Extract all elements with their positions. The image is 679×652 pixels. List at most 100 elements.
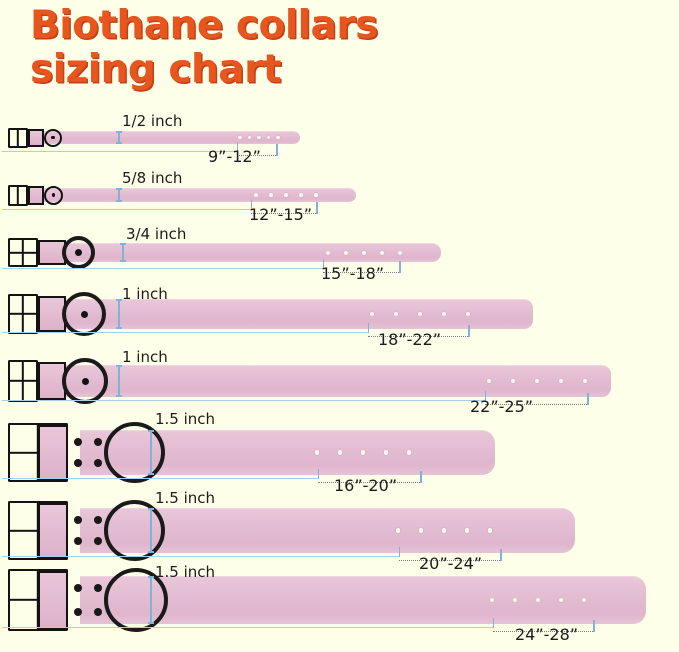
adjustment-hole (558, 378, 564, 384)
adjustment-hole (369, 311, 375, 317)
range-dotted-segment (237, 155, 276, 156)
buckle-rivet (74, 437, 82, 446)
buckle-rivet (94, 584, 102, 593)
collar-strap (80, 576, 646, 624)
range-label: 16”-20” (334, 476, 398, 495)
buckle-frame-crossbar (16, 186, 20, 204)
width-indicator-tick (148, 508, 154, 553)
range-label: 9”-12” (208, 147, 261, 166)
d-ring-center-dot (81, 377, 89, 385)
adjustment-hole (269, 193, 273, 197)
range-tick-right (468, 325, 470, 337)
adjustment-hole (489, 597, 495, 603)
adjustment-hole (360, 450, 366, 455)
width-label: 3/4 inch (126, 225, 187, 243)
buckle-frame-crossbar (16, 129, 20, 146)
range-label: 22”-25” (470, 397, 534, 416)
buckle-tongue (38, 571, 68, 629)
range-tick-right (399, 261, 401, 273)
buckle-rivet (94, 537, 102, 546)
page-title-line-1: Biothane collars (30, 3, 378, 48)
adjustment-hole (238, 135, 242, 140)
collar-strap (66, 365, 611, 397)
collar-strap (52, 243, 441, 262)
adjustment-hole (558, 597, 564, 603)
baseline-end-riser (368, 323, 369, 333)
range-dotted-segment (399, 560, 500, 561)
width-indicator-tick (120, 243, 126, 262)
collar-baseline (2, 209, 251, 210)
collar-baseline (2, 400, 485, 401)
adjustment-hole (344, 250, 348, 255)
baseline-end-riser (399, 547, 400, 557)
adjustment-hole (257, 135, 261, 140)
buckle-frame (8, 184, 28, 206)
collar-baseline (2, 268, 323, 269)
width-indicator-tick (116, 365, 122, 397)
d-ring (44, 185, 63, 205)
adjustment-hole (512, 597, 518, 603)
adjustment-hole (362, 250, 366, 255)
baseline-end-riser (318, 469, 319, 479)
range-tick-right (316, 202, 318, 214)
collar-strap (44, 131, 300, 144)
d-ring (62, 358, 108, 404)
width-label: 1.5 inch (155, 410, 216, 428)
range-label: 12”-15” (249, 205, 313, 224)
range-label: 20”-24” (419, 554, 483, 573)
range-label: 15”-18” (321, 264, 385, 283)
buckle-tongue (38, 296, 66, 332)
width-label: 1.5 inch (155, 489, 216, 507)
baseline-end-riser (493, 618, 494, 628)
range-tick-right (420, 471, 422, 483)
buckle-frame-crossbar (10, 251, 36, 254)
buckle-frame-crossbar (10, 379, 36, 383)
adjustment-hole (254, 193, 258, 197)
d-ring (104, 568, 168, 632)
width-label: 1/2 inch (122, 112, 183, 130)
range-dotted-segment (251, 213, 316, 214)
buckle-tongue (28, 185, 44, 205)
adjustment-hole (314, 193, 318, 197)
adjustment-hole (441, 311, 447, 317)
adjustment-hole (441, 528, 447, 533)
d-ring-center-dot (51, 193, 56, 197)
width-label: 5/8 inch (122, 169, 183, 187)
baseline-end-riser (485, 391, 486, 401)
buckle-frame (8, 360, 38, 402)
width-label: 1.5 inch (155, 563, 216, 581)
buckle-rivet (94, 437, 102, 446)
adjustment-hole (465, 311, 471, 317)
d-ring-center-dot (80, 310, 88, 318)
baseline-end-riser (323, 259, 324, 269)
collar-baseline (2, 627, 493, 628)
adjustment-hole (486, 378, 492, 384)
buckle-rivet (74, 584, 82, 593)
range-tick-right (593, 620, 595, 632)
adjustment-hole (299, 193, 303, 197)
collar-strap (66, 299, 533, 329)
adjustment-hole (276, 135, 280, 140)
adjustment-hole (383, 450, 389, 455)
buckle-tongue (38, 503, 68, 558)
buckle-rivet (94, 515, 102, 524)
adjustment-hole (581, 597, 587, 603)
adjustment-hole (464, 528, 470, 533)
buckle-frame (8, 127, 28, 148)
width-indicator-tick (148, 576, 154, 624)
buckle-frame (8, 238, 38, 267)
d-ring (104, 500, 165, 561)
range-tick-right (276, 144, 278, 156)
adjustment-hole (314, 450, 320, 455)
range-dotted-segment (493, 631, 593, 632)
d-ring-center-dot (75, 249, 82, 256)
adjustment-hole (406, 450, 412, 455)
buckle-rivet (74, 515, 82, 524)
